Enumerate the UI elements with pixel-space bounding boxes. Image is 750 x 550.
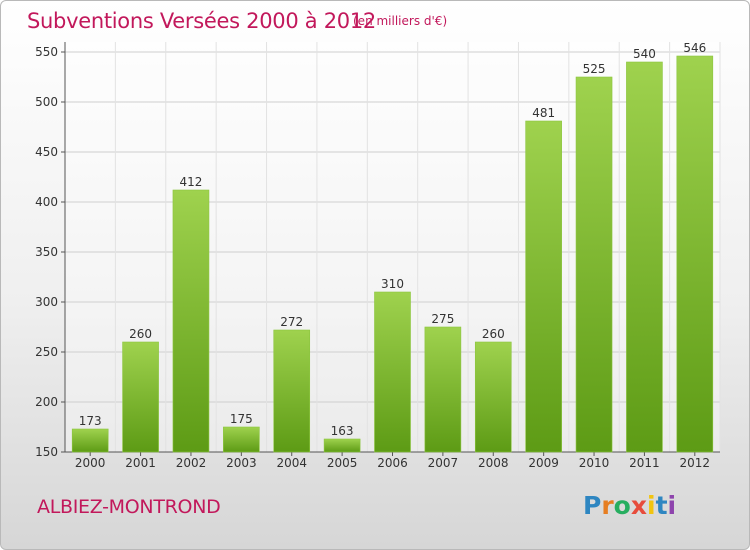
bar-2003	[223, 426, 260, 453]
bar-2009	[525, 120, 562, 453]
unit-note: (en milliers d'€)	[353, 14, 448, 28]
bar-2012	[676, 55, 714, 453]
x-tick-label: 2009	[528, 456, 559, 470]
data-label: 163	[331, 424, 354, 438]
x-tick-label: 2008	[478, 456, 509, 470]
data-label: 481	[532, 106, 555, 120]
y-tick-label: 400	[35, 195, 58, 209]
bar-2000	[71, 428, 109, 453]
data-label: 275	[431, 312, 454, 326]
data-label: 540	[633, 47, 656, 61]
x-tick-label: 2002	[176, 456, 207, 470]
bar-2002	[172, 189, 210, 453]
bar-2004	[273, 329, 311, 453]
y-tick-label: 300	[35, 295, 58, 309]
x-tick-label: 2012	[680, 456, 711, 470]
x-tick-label: 2005	[327, 456, 358, 470]
x-tick-label: 2004	[276, 456, 307, 470]
data-label: 310	[381, 277, 404, 291]
bar-2006	[374, 291, 411, 453]
chart-title: Subventions Versées 2000 à 2012	[27, 9, 376, 33]
bar-2008	[474, 341, 512, 453]
data-label: 272	[280, 315, 303, 329]
logo-letter: t	[655, 491, 668, 520]
x-tick-label: 2011	[629, 456, 660, 470]
y-tick-label: 450	[35, 145, 58, 159]
logo-letter: r	[601, 491, 614, 520]
logo-letter: i	[647, 491, 656, 520]
bar-2011	[626, 61, 663, 453]
x-tick-label: 2003	[226, 456, 257, 470]
data-label: 173	[79, 414, 102, 428]
y-tick-label: 500	[35, 95, 58, 109]
x-tick-label: 2001	[125, 456, 156, 470]
data-label: 412	[180, 175, 203, 189]
bar-2010	[575, 76, 613, 453]
bars	[71, 55, 714, 453]
data-label: 546	[683, 41, 706, 55]
y-tick-label: 150	[35, 445, 58, 459]
bar-2005	[323, 438, 361, 453]
commune-name: ALBIEZ-MONTROND	[37, 496, 221, 518]
logo-letter: i	[667, 491, 677, 520]
x-tick-label: 2000	[75, 456, 106, 470]
logo-letter: P	[583, 491, 602, 520]
logo-letter: x	[630, 491, 647, 520]
y-tick-label: 200	[35, 395, 58, 409]
y-tick-label: 350	[35, 245, 58, 259]
data-label: 525	[583, 62, 606, 76]
proxiti-logo: Proxiti	[583, 491, 676, 523]
x-tick-label: 2010	[579, 456, 610, 470]
x-tick-label: 2007	[428, 456, 459, 470]
y-tick-label: 250	[35, 345, 58, 359]
x-tick-label: 2006	[377, 456, 408, 470]
bar-2001	[122, 341, 159, 453]
data-label: 175	[230, 412, 253, 426]
y-tick-label: 550	[35, 45, 58, 59]
data-label: 260	[482, 327, 505, 341]
data-labels: 173 260 412 175 272 163 310 275 260 481 525 540 546	[79, 41, 707, 438]
bar-2007	[424, 326, 462, 453]
data-label: 260	[129, 327, 152, 341]
logo-letter: o	[613, 491, 631, 520]
